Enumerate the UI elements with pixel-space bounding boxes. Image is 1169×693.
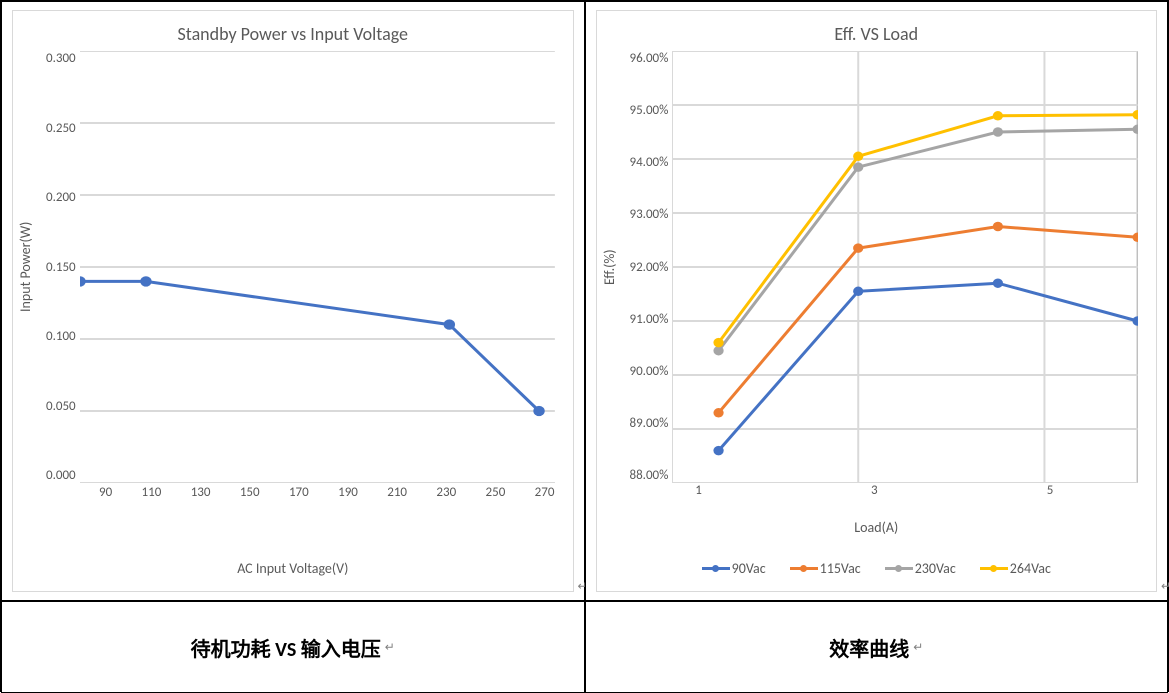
right-caption-text: 效率曲线 [829,633,909,662]
y-tick-label: 90.00% [630,364,669,379]
legend-swatch [790,562,818,576]
left-chart-title: Standby Power vs Input Voltage [177,23,408,45]
y-tick-label: 91.00% [630,312,669,327]
return-mark-icon: ↵ [385,640,395,655]
left-y-axis-label: Input Power(W) [13,51,42,483]
right-x-ticks: 135 [699,483,1139,501]
x-tick-label: 5 [1047,483,1054,498]
left-caption-cell: 待机功耗 VS 输入电压 ↵ [1,601,585,693]
legend-item-230Vac: 230Vac [885,560,956,577]
legend-item-264Vac: 264Vac [980,560,1051,577]
legend-label: 264Vac [1010,560,1051,577]
right-x-axis-label: Load(A) [854,519,898,536]
chart-grid: Standby Power vs Input Voltage Input Pow… [0,0,1169,692]
right-chart-box: Eff. VS Load Eff.(%) 96.00%95.00%94.00%9… [596,10,1158,592]
legend-item-90Vac: 90Vac [702,560,766,577]
right-legend: 90Vac 115Vac 230Vac 264Vac [702,560,1051,577]
y-tick-label: 89.00% [630,416,669,431]
y-tick-label: 95.00% [630,103,669,118]
x-tick-label: 230 [436,485,456,500]
x-tick-label: 210 [387,485,407,500]
x-tick-label: 90 [99,485,112,500]
y-tick-label: 96.00% [630,51,669,66]
x-tick-label: 1 [695,483,702,498]
x-tick-label: 130 [191,485,211,500]
x-tick-label: 3 [871,483,878,498]
y-tick-label: 88.00% [630,468,669,483]
x-tick-label: 270 [535,485,555,500]
y-tick-label: 0.050 [46,399,76,414]
y-tick-label: 94.00% [630,155,669,170]
legend-label: 230Vac [915,560,956,577]
x-tick-label: 190 [338,485,358,500]
left-y-ticks: 0.300 0.250 0.200 0.150 0.100 0.050 0.000 [42,51,80,483]
return-mark-icon: ↵ [913,640,923,655]
legend-swatch [885,562,913,576]
x-tick-label: 110 [142,485,162,500]
legend-label: 90Vac [732,560,766,577]
y-tick-label: 0.250 [46,121,76,136]
right-chart-title: Eff. VS Load [834,23,918,45]
y-tick-label: 0.000 [46,468,76,483]
right-caption-cell: 效率曲线 ↵ [585,601,1169,693]
y-tick-label: 93.00% [630,207,669,222]
y-tick-label: 0.300 [46,51,76,66]
left-caption-text: 待机功耗 VS 输入电压 [191,633,381,662]
x-tick-label: 150 [240,485,260,500]
left-chart-cell: Standby Power vs Input Voltage Input Pow… [1,1,585,601]
left-x-ticks: 90 110 130 150 170 190 210 230 250 270 [99,485,555,500]
left-plot-area [80,51,555,483]
y-tick-label: 92.00% [630,260,669,275]
legend-swatch [980,562,1008,576]
legend-item-115Vac: 115Vac [790,560,861,577]
left-x-axis-label: AC Input Voltage(V) [237,560,348,577]
right-plot-svg [672,51,1138,483]
return-mark-icon: ↵ [1161,579,1169,594]
right-chart-cell: Eff. VS Load Eff.(%) 96.00%95.00%94.00%9… [585,1,1169,601]
left-chart-box: Standby Power vs Input Voltage Input Pow… [12,10,574,592]
left-plot-svg [80,51,555,483]
y-tick-label: 0.100 [46,329,76,344]
y-tick-label: 0.150 [46,260,76,275]
x-tick-label: 250 [486,485,506,500]
y-tick-label: 0.200 [46,190,76,205]
legend-swatch [702,562,730,576]
legend-label: 115Vac [820,560,861,577]
right-plot-area [672,51,1138,483]
x-tick-label: 170 [289,485,309,500]
right-y-ticks: 96.00% 95.00% 94.00% 93.00% 92.00% 91.00% 90.0… [626,51,673,483]
right-y-axis-label: Eff.(%) [597,51,626,483]
